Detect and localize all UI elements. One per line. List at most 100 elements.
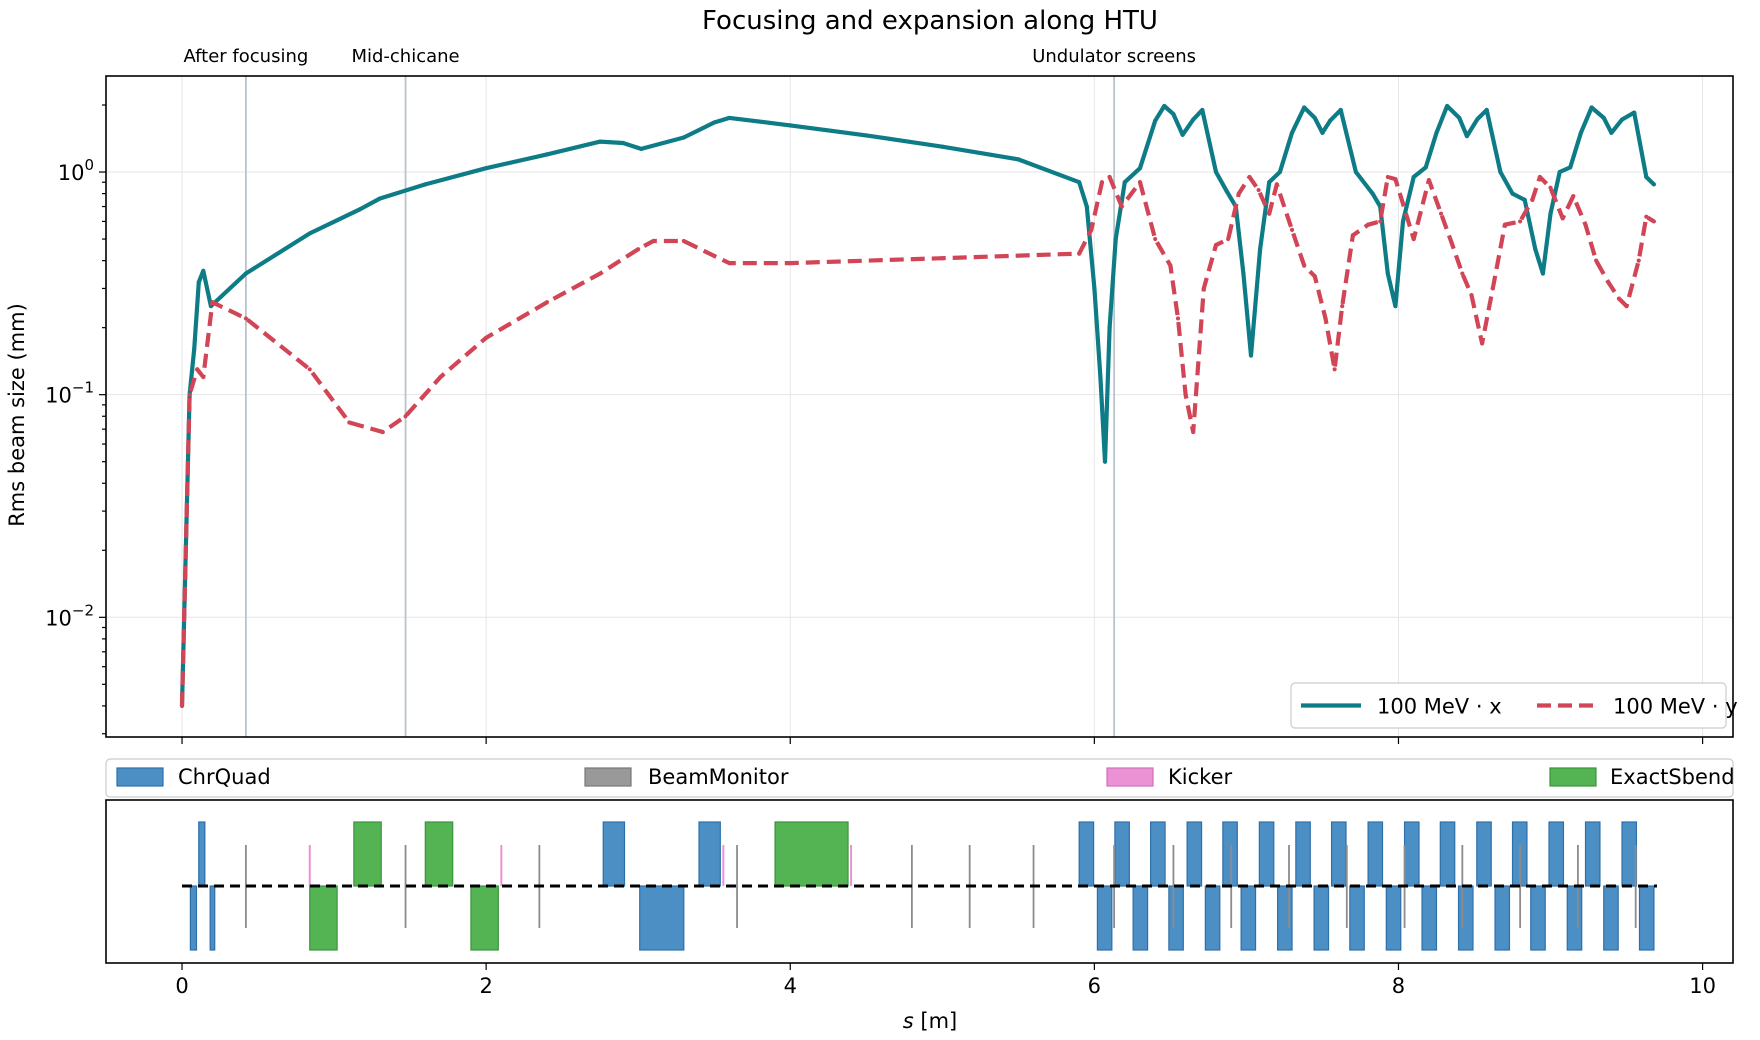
- quadrupole-block: [1476, 821, 1492, 887]
- data-point: [1548, 211, 1553, 216]
- data-point: [1350, 233, 1355, 238]
- data-point: [940, 256, 945, 261]
- quadrupole-block: [209, 885, 216, 951]
- data-point: [1107, 325, 1112, 330]
- data-point: [1122, 180, 1127, 185]
- data-point: [403, 414, 408, 419]
- data-point: [196, 280, 201, 285]
- quadrupole-block: [1186, 821, 1203, 887]
- data-point: [1510, 191, 1515, 196]
- quadrupole-block: [1168, 885, 1184, 951]
- lattice-legend-swatch: [1549, 767, 1597, 787]
- y-tick-label: 10−1: [45, 379, 94, 408]
- data-point: [357, 207, 363, 212]
- data-point: [788, 123, 793, 128]
- data-point: [1332, 367, 1337, 372]
- data-point: [681, 238, 686, 244]
- data-point: [1594, 258, 1599, 263]
- data-point: [1168, 263, 1173, 268]
- dipole-block: [353, 821, 382, 887]
- data-point: [651, 238, 656, 244]
- data-point: [1353, 169, 1359, 175]
- legend-box: [1290, 682, 1727, 729]
- data-point: [1162, 103, 1167, 109]
- quadrupole-block: [639, 885, 685, 951]
- quadrupole-block: [1566, 885, 1583, 951]
- data-point: [1226, 236, 1231, 242]
- quadrupole-block: [1494, 885, 1511, 951]
- y-tick-base: 10: [45, 606, 72, 630]
- data-point: [1248, 353, 1254, 358]
- data-point: [1258, 247, 1263, 252]
- quadrupole-block: [1096, 885, 1113, 951]
- data-point: [1277, 169, 1282, 175]
- data-point: [179, 703, 185, 709]
- lattice-legend-label: ExactSbend: [1610, 765, 1735, 789]
- lattice-frame: [105, 799, 1734, 964]
- quadrupole-block: [1132, 885, 1149, 951]
- data-point: [201, 374, 206, 380]
- data-point: [1119, 204, 1124, 209]
- quadrupole-block: [1548, 821, 1565, 887]
- data-point: [1247, 174, 1252, 180]
- quadrupole-block: [1330, 821, 1347, 887]
- data-point: [681, 135, 686, 140]
- data-point: [1385, 174, 1390, 180]
- data-point: [1200, 107, 1205, 113]
- quadrupole-block: [602, 821, 626, 887]
- data-point: [712, 253, 717, 259]
- data-point: [1289, 227, 1295, 232]
- data-point: [1464, 134, 1470, 139]
- data-point: [1616, 296, 1622, 301]
- data-point: [727, 260, 732, 266]
- data-point: [1201, 286, 1206, 291]
- lattice-legend-swatch: [116, 767, 164, 787]
- data-point: [1530, 197, 1535, 202]
- data-point: [243, 316, 248, 321]
- x-tick-label: 8: [1392, 974, 1405, 998]
- data-point: [1423, 165, 1428, 170]
- data-point: [1457, 115, 1462, 121]
- x-tick-label: 6: [1088, 974, 1101, 998]
- series-legend: 100 MeV · x 100 MeV · y: [1290, 682, 1738, 729]
- data-point: [1632, 110, 1637, 115]
- data-point: [1016, 157, 1021, 162]
- y-tick-label: 10−2: [45, 601, 94, 630]
- plot-frame: [105, 75, 1734, 738]
- data-point: [544, 152, 550, 157]
- quadrupole-block: [1530, 885, 1546, 951]
- data-point: [1518, 219, 1523, 224]
- data-point: [1107, 174, 1112, 180]
- data-point: [195, 367, 200, 372]
- data-point: [1340, 303, 1345, 309]
- quadrupole-block: [1603, 885, 1619, 951]
- data-point: [1267, 211, 1272, 216]
- data-point: [1274, 182, 1279, 187]
- data-point: [347, 420, 352, 425]
- data-point: [1241, 271, 1246, 276]
- data-point: [1449, 240, 1454, 246]
- lattice-legend-swatch: [1106, 767, 1154, 787]
- data-point: [1609, 130, 1614, 135]
- quadrupole-block: [1295, 821, 1311, 887]
- quadrupole-block: [1222, 821, 1238, 887]
- data-point: [1171, 112, 1176, 117]
- data-point: [1393, 176, 1398, 182]
- data-point: [1445, 103, 1450, 109]
- data-point: [1438, 211, 1444, 216]
- data-point: [1312, 274, 1317, 279]
- data-point: [1077, 251, 1082, 256]
- data-point: [598, 271, 603, 276]
- data-point: [1365, 222, 1371, 227]
- data-point: [1153, 236, 1158, 242]
- x-tick-label: 0: [175, 974, 188, 998]
- lattice-legend-swatch: [584, 767, 632, 787]
- data-point: [1191, 429, 1196, 435]
- data-point: [1236, 191, 1241, 196]
- data-point: [307, 367, 312, 372]
- data-point: [377, 196, 382, 201]
- data-point: [192, 347, 197, 352]
- data-point: [243, 271, 248, 276]
- data-point: [1084, 204, 1089, 209]
- y-tick-base: 10: [58, 161, 85, 185]
